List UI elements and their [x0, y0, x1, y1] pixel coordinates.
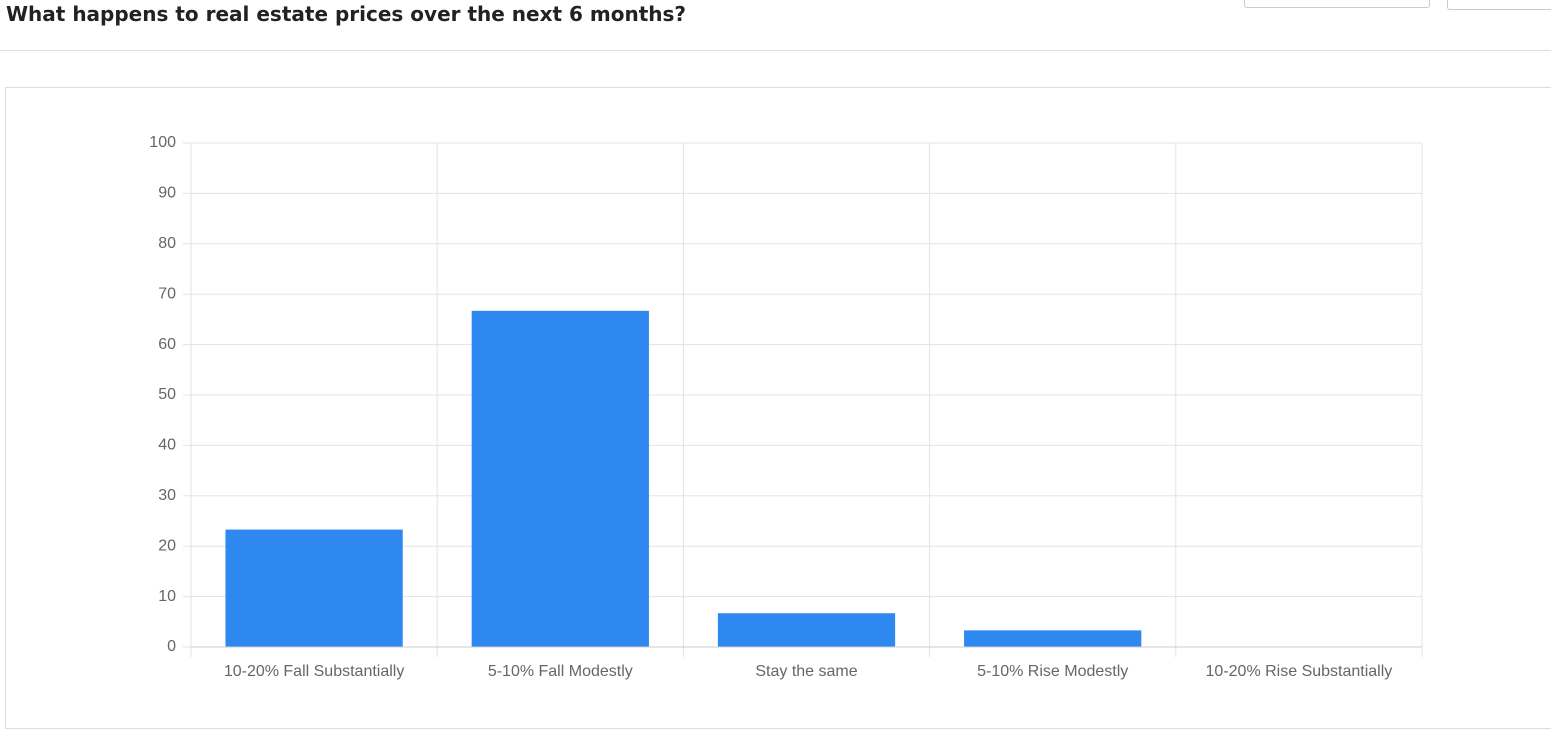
- x-tick-label: 5-10% Rise Modestly: [977, 663, 1128, 680]
- bar: [717, 613, 896, 647]
- bar: [225, 529, 403, 647]
- button-group[interactable]: [1244, 0, 1430, 8]
- y-tick-label: 60: [158, 336, 176, 353]
- y-tick-label: 50: [158, 386, 176, 403]
- y-tick-label: 20: [158, 537, 176, 554]
- bar: [471, 310, 649, 647]
- y-tick-label: 30: [158, 487, 176, 504]
- x-tick-label: 10-20% Rise Substantially: [1206, 663, 1393, 680]
- x-tick-label: Stay the same: [755, 663, 857, 680]
- y-tick-label: 100: [149, 134, 176, 151]
- y-tick-label: 80: [158, 235, 176, 252]
- y-tick-label: 40: [158, 437, 176, 454]
- divider: [0, 50, 1551, 51]
- bar: [964, 630, 1142, 647]
- chart-title: What happens to real estate prices over …: [6, 2, 687, 26]
- y-tick-label: 90: [158, 185, 176, 202]
- y-tick-label: 10: [158, 588, 176, 605]
- button[interactable]: [1447, 0, 1551, 10]
- x-tick-label: 10-20% Fall Substantially: [224, 663, 405, 680]
- x-tick-label: 5-10% Fall Modestly: [488, 663, 633, 680]
- y-tick-label: 70: [158, 285, 176, 302]
- y-tick-label: 0: [167, 638, 176, 655]
